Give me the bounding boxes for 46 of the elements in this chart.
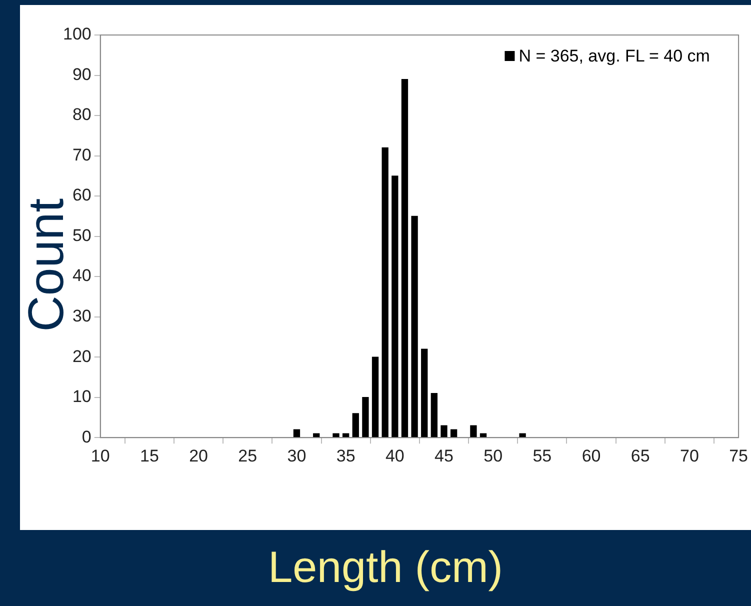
x-tick-label: 15: [140, 446, 159, 466]
bar: [362, 397, 369, 438]
bar: [382, 147, 388, 438]
x-tick-label: 35: [336, 446, 356, 466]
bar: [332, 433, 340, 438]
y-tick-label: 90: [72, 64, 92, 84]
y-tick-label: 100: [62, 24, 92, 44]
x-tick-label: 30: [287, 446, 306, 466]
bar: [342, 433, 350, 438]
x-tick-label: 60: [582, 446, 601, 466]
x-tick-label: 25: [238, 446, 258, 466]
bar: [430, 392, 438, 438]
y-tick-label: 10: [72, 387, 92, 406]
bar: [480, 433, 487, 438]
x-tick-label: 75: [729, 446, 748, 466]
bar: [401, 78, 408, 438]
bar: [519, 433, 526, 438]
x-tick-label: 65: [630, 446, 650, 466]
y-tick-label: 70: [72, 145, 92, 164]
bar: [450, 429, 458, 438]
bar: [372, 356, 379, 438]
bar: [421, 348, 428, 438]
x-tick-label: 20: [189, 446, 208, 466]
bar: [470, 425, 477, 438]
bar: [313, 433, 320, 438]
bar: [440, 425, 448, 438]
y-tick-label: 20: [72, 346, 92, 366]
x-tick-label: 10: [90, 446, 110, 466]
y-tick-label: 60: [72, 186, 92, 205]
y-tick-label: 50: [72, 226, 92, 245]
y-tick-label: 0: [82, 427, 92, 446]
y-tick-label: 80: [72, 105, 92, 124]
bar: [293, 429, 300, 438]
bar: [392, 176, 398, 438]
x-tick-label: 45: [434, 446, 454, 466]
bar: [411, 216, 418, 438]
x-axis-title: Length (cm): [267, 542, 504, 594]
legend-label: N = 365, avg. FL = 40 cm: [518, 46, 710, 66]
bar: [352, 413, 359, 438]
x-tick-label: 70: [680, 446, 699, 466]
y-axis-title: Count: [18, 198, 74, 334]
x-tick-label: 40: [385, 446, 404, 466]
x-tick-label: 55: [532, 446, 552, 466]
x-tick-label: 50: [484, 446, 503, 466]
y-tick-label: 40: [72, 266, 92, 286]
y-tick-label: 30: [72, 306, 92, 326]
